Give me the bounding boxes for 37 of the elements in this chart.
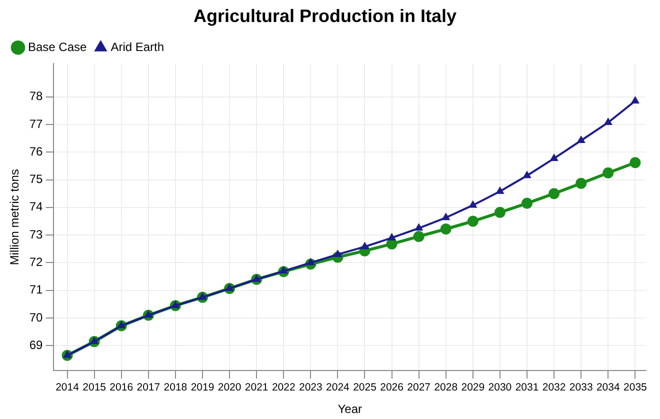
x-tick-label: 2026 [380,382,404,394]
y-tick-label: 72 [29,255,44,270]
x-tick-label: 2024 [326,382,350,394]
x-tick-label: 2028 [434,382,458,394]
y-axis-title: Million metric tons [8,169,22,266]
legend-label: Base Case [28,40,88,54]
x-tick-label: 2021 [244,382,268,394]
x-tick-label: 2020 [218,382,242,394]
x-tick-label: 2033 [569,382,593,394]
y-tick-label: 78 [29,89,44,104]
y-tick-label: 71 [29,282,44,297]
y-tick-label: 75 [29,172,44,186]
x-tick-label: 2016 [110,382,134,394]
x-tick-label: 2023 [298,382,322,394]
x-tick-label: 2022 [272,382,296,394]
x-tick-label: 2032 [542,382,566,394]
y-tick-label: 73 [29,227,44,242]
x-tick-label: 2025 [353,382,377,394]
y-tick-label: 74 [29,200,44,214]
x-tick-label: 2035 [624,382,648,394]
y-tick-label: 76 [29,144,44,158]
x-tick-label: 2027 [407,382,431,394]
x-tick-label: 2018 [164,382,188,394]
x-axis-title: Year [338,402,362,416]
x-tick-label: 2034 [596,382,620,394]
x-tick-label: 2017 [136,382,160,394]
x-tick-label: 2015 [82,382,106,394]
x-tick-label: 2030 [488,382,512,394]
x-tick-label: 2014 [56,382,80,394]
y-tick-label: 70 [29,310,44,324]
x-tick-label: 2031 [515,382,539,394]
y-tick-label: 77 [29,116,44,131]
x-tick-label: 2029 [461,382,485,394]
legend-label: Arid Earth [110,40,164,54]
chart-title: Agricultural Production in Italy [193,6,457,26]
x-tick-label: 2019 [190,382,214,394]
y-tick-label: 69 [29,338,44,352]
